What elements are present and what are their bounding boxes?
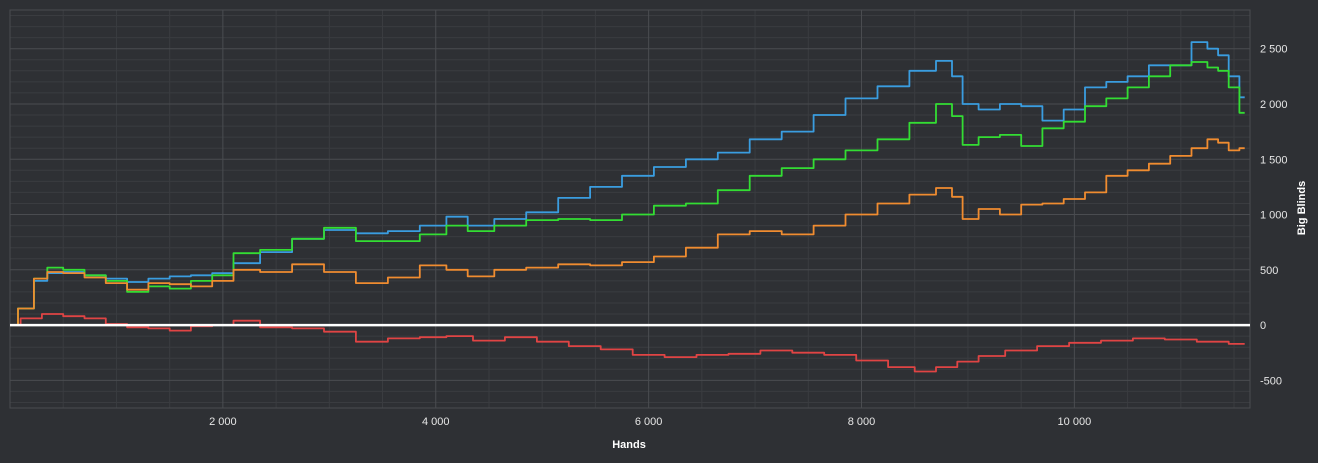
y-tick-label: 2 000 bbox=[1260, 99, 1288, 111]
x-axis-title: Hands bbox=[612, 439, 646, 451]
series-line-2 bbox=[10, 61, 1245, 326]
y-tick-label: 1 000 bbox=[1260, 210, 1288, 222]
series-line-3 bbox=[10, 138, 1245, 326]
minor-gridlines bbox=[10, 10, 1250, 408]
plot-frame bbox=[9, 9, 1251, 409]
series-line-4 bbox=[10, 313, 1245, 373]
x-tick-label: 6 000 bbox=[635, 416, 663, 428]
series-layer bbox=[10, 41, 1245, 373]
y-axis-title: Big Blinds bbox=[1296, 181, 1308, 235]
x-axis-ticks: 2 000 4 000 6 000 8 000 10 000 bbox=[209, 416, 1091, 428]
y-axis-ticks: -500 0 500 1 000 1 500 2 000 2 500 bbox=[1260, 44, 1288, 388]
series-line-1 bbox=[10, 41, 1245, 326]
x-tick-label: 10 000 bbox=[1058, 416, 1092, 428]
x-tick-label: 2 000 bbox=[209, 416, 237, 428]
y-tick-label: 0 bbox=[1260, 320, 1266, 332]
y-tick-label: 1 500 bbox=[1260, 154, 1288, 166]
y-tick-label: 2 500 bbox=[1260, 44, 1288, 56]
y-tick-label: 500 bbox=[1260, 265, 1278, 277]
y-tick-label: -500 bbox=[1260, 375, 1282, 387]
x-tick-label: 8 000 bbox=[848, 416, 876, 428]
x-tick-label: 4 000 bbox=[422, 416, 450, 428]
